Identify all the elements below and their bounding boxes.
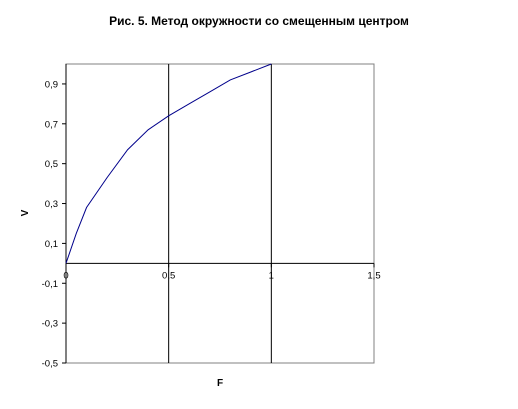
x-tick-label: 1,5 — [367, 270, 380, 281]
series-layer — [65, 63, 272, 264]
axes — [65, 64, 374, 363]
chart-title: Рис. 5. Метод окружности со смещенным це… — [109, 14, 409, 28]
y-tick-label: 0,3 — [45, 199, 58, 210]
y-tick-label: -0,5 — [42, 359, 58, 370]
series-line — [65, 63, 272, 264]
y-axis-label: V — [20, 209, 31, 216]
x-tick-labels: 0 0,5 1 1,5 — [63, 263, 381, 281]
plot-frame — [65, 63, 375, 364]
y-tick-label: 0,5 — [45, 159, 58, 170]
y-tick-label: -0,1 — [42, 279, 58, 290]
gridlines — [168, 64, 272, 363]
y-tick-label: 0,1 — [45, 239, 58, 250]
y-tick-label: 0,7 — [45, 119, 58, 130]
y-tick-label: 0,9 — [45, 79, 58, 90]
x-tick-label: 0,5 — [162, 270, 175, 281]
x-tick-label: 0 — [63, 270, 68, 281]
x-axis-label: F — [217, 378, 223, 389]
plot-area — [65, 63, 375, 364]
y-tick-labels: -0,5 -0,3 -0,1 0,1 0,3 0,5 0,7 0,9 — [42, 79, 66, 370]
x-tick-label: 1 — [269, 270, 274, 281]
y-tick-label: -0,3 — [42, 319, 58, 330]
